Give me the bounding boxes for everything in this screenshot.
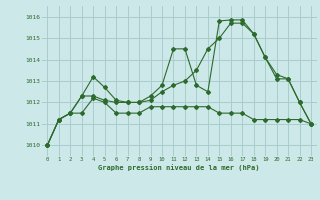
X-axis label: Graphe pression niveau de la mer (hPa): Graphe pression niveau de la mer (hPa): [99, 164, 260, 171]
